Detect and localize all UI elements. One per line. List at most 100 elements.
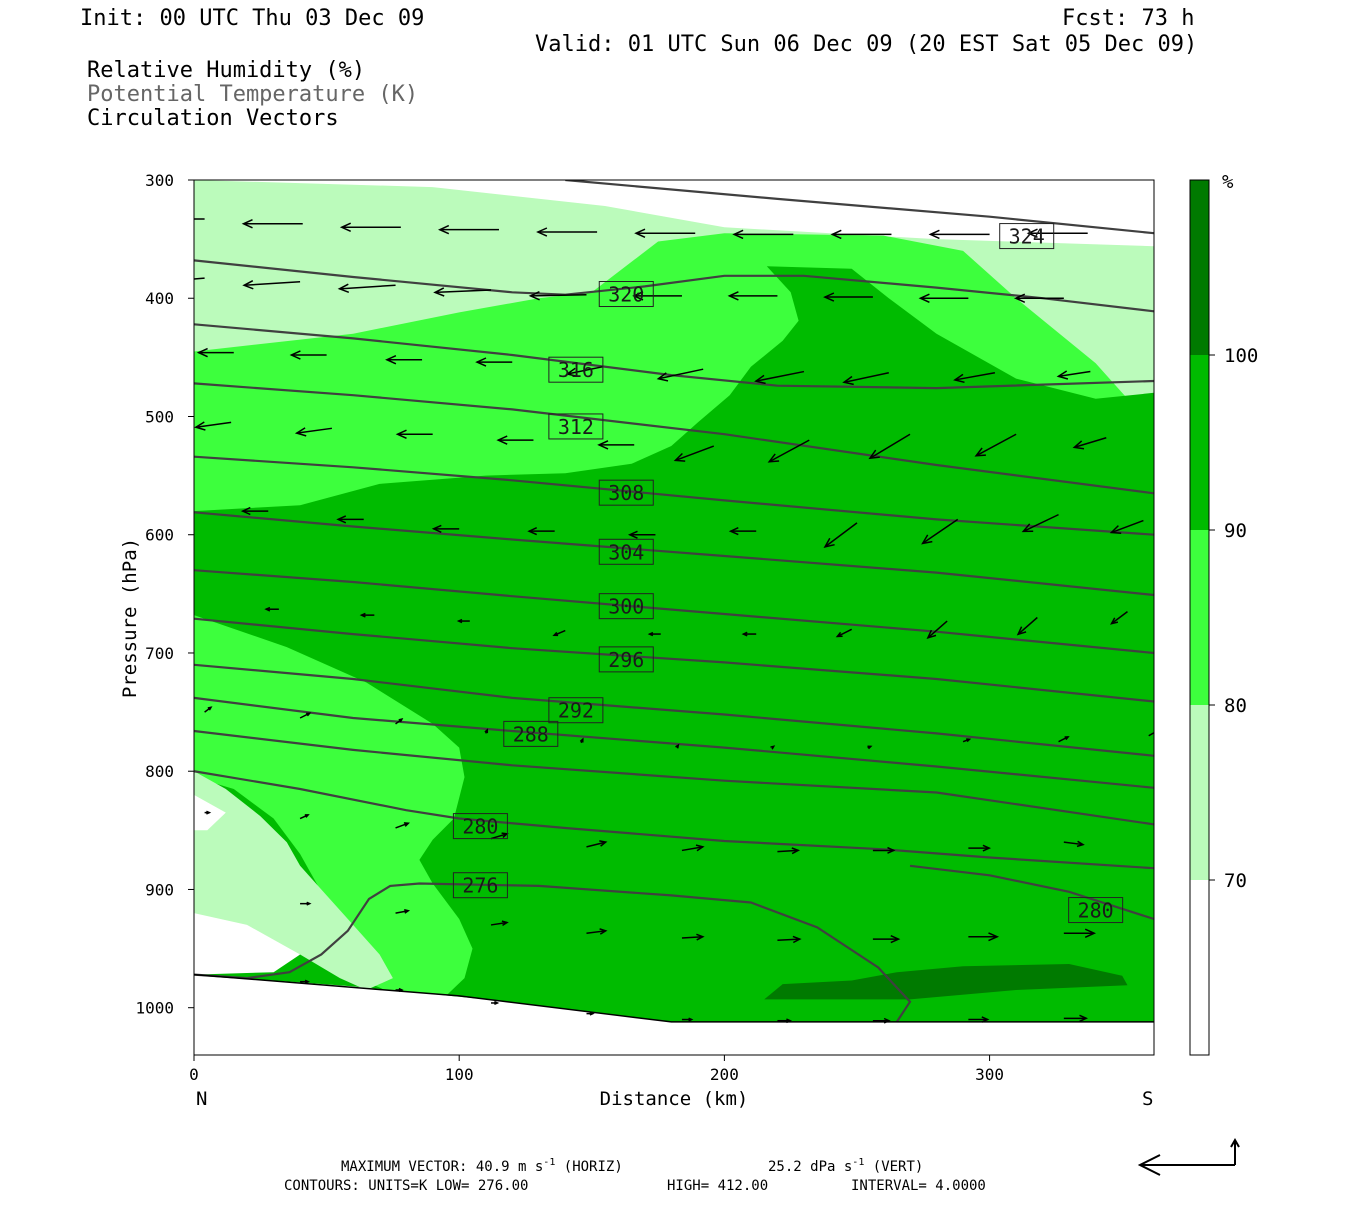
contour-label-292: 292 xyxy=(548,697,604,724)
vector-head xyxy=(627,530,638,539)
vector-shaft xyxy=(777,849,799,853)
max-vector-horiz-text: MAXIMUM VECTOR: 40.9 m s xyxy=(341,1159,543,1175)
vector-arrow xyxy=(634,228,696,238)
vector-arrow xyxy=(627,530,656,539)
vector-arrow xyxy=(1063,1014,1089,1023)
vector-head xyxy=(385,355,397,365)
vector-head xyxy=(240,506,251,516)
vector-head xyxy=(675,743,680,749)
vector-arrow xyxy=(823,292,873,302)
vector-arrow xyxy=(579,737,584,744)
vector-arrow xyxy=(194,421,232,431)
vector-shaft xyxy=(675,445,715,462)
vector-shaft xyxy=(922,518,959,544)
vector-shaft xyxy=(194,277,205,280)
x-axis: 0 100 200 300 xyxy=(189,1055,1004,1084)
contour-label-box xyxy=(598,538,654,565)
vector-arrow xyxy=(240,506,269,516)
vector-head xyxy=(823,537,835,549)
contour-label-300: 300 xyxy=(598,593,654,620)
vector-arrow xyxy=(395,908,411,914)
vector-head xyxy=(883,1017,891,1024)
colorbar-segment xyxy=(1190,705,1209,880)
vector-head xyxy=(398,718,404,723)
y-tick-label: 800 xyxy=(145,762,174,781)
theta-contours xyxy=(194,180,1154,1023)
contour-label-296: 296 xyxy=(598,646,654,673)
vector-shaft xyxy=(244,280,301,287)
vector-head xyxy=(359,612,366,618)
vector-head xyxy=(988,932,1000,942)
vector-arrow xyxy=(867,745,873,750)
vector-arrow xyxy=(777,1018,793,1024)
vector-shaft xyxy=(954,371,996,381)
contours-info-label: CONTOURS: UNITS=K LOW= 276.00 xyxy=(284,1178,528,1194)
rh-low-region-0 xyxy=(194,615,473,996)
vector-shaft xyxy=(339,284,396,290)
vector-arrow xyxy=(872,846,896,854)
vector-arrow xyxy=(741,631,757,637)
contour-label-308: 308 xyxy=(598,479,654,506)
contour-label-320: 320 xyxy=(598,281,654,308)
max-vector-vert-suffix: (VERT) xyxy=(864,1159,923,1175)
vector-arrow xyxy=(339,222,401,232)
vector-head xyxy=(688,1017,694,1022)
vector-head xyxy=(1076,840,1085,848)
vector-head xyxy=(264,606,271,612)
vector-head xyxy=(501,920,509,927)
vector-head xyxy=(632,291,644,301)
contours-interval-label: INTERVAL= 4.0000 xyxy=(851,1178,986,1194)
colorbar-segment xyxy=(1190,530,1209,705)
vector-arrow xyxy=(777,847,801,855)
vector-arrow xyxy=(921,518,959,545)
vector-arrow xyxy=(204,810,212,815)
vector-arrow xyxy=(496,435,534,445)
vector-head xyxy=(552,631,559,637)
max-vector-horiz-suffix: (HORIZ) xyxy=(555,1159,622,1175)
contour-label-316: 316 xyxy=(548,356,604,383)
vector-arrow xyxy=(681,933,705,941)
vector-head xyxy=(494,1000,500,1005)
vector-shaft xyxy=(586,930,606,934)
vector-head xyxy=(1110,617,1119,625)
vector-arrow xyxy=(656,368,704,382)
vector-head xyxy=(294,427,307,437)
vector-shaft xyxy=(1148,731,1154,737)
vector-arrow xyxy=(732,229,794,240)
contour-label-312: 312 xyxy=(548,413,604,440)
vector-arrow xyxy=(632,291,682,301)
contour-label-text: 276 xyxy=(462,874,498,898)
vector-arrow xyxy=(586,1011,595,1016)
contour-label-276: 276 xyxy=(452,872,508,899)
vector-head xyxy=(1026,228,1038,238)
vector-arrow xyxy=(918,293,969,303)
y-tick-label: 400 xyxy=(145,289,174,308)
vector-shaft xyxy=(1074,437,1107,449)
vector-head xyxy=(928,229,940,240)
vector-arrow xyxy=(675,743,680,749)
vector-head xyxy=(830,229,842,240)
contour-label-box xyxy=(999,223,1055,250)
vector-shaft xyxy=(927,620,948,639)
vector-arrow xyxy=(336,515,364,524)
contour-label-text: 304 xyxy=(608,540,644,564)
vector-shaft xyxy=(1058,370,1091,378)
vector-shaft xyxy=(975,433,1017,457)
vector-arrow xyxy=(928,229,990,240)
vector-head xyxy=(966,738,972,743)
vector-shaft xyxy=(824,522,858,548)
vector-head xyxy=(842,375,854,386)
contour-label-text: 324 xyxy=(1009,225,1045,249)
rh-shading xyxy=(194,180,1154,1055)
vector-arrow xyxy=(289,350,327,360)
vector-head xyxy=(728,527,739,536)
y-tick-label: 600 xyxy=(145,526,174,545)
vector-arrow xyxy=(264,606,279,612)
vector-arrow xyxy=(196,347,234,358)
vector-arrow xyxy=(728,527,757,536)
vector-head xyxy=(673,452,686,462)
vector-arrow xyxy=(300,901,312,906)
vector-head xyxy=(921,534,933,545)
vector-arrow xyxy=(968,844,992,852)
vector-head xyxy=(867,745,873,750)
